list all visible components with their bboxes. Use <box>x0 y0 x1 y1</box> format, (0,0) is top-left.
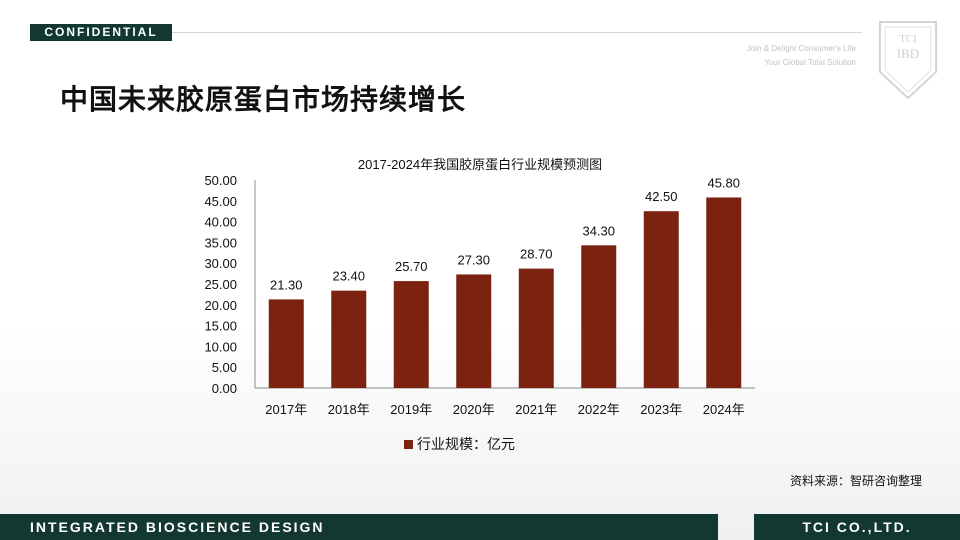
x-tick-label: 2017年 <box>265 402 307 417</box>
y-tick-label: 40.00 <box>204 215 237 230</box>
bar <box>268 299 304 388</box>
tagline-line-1: Join & Delight Consumer's Life <box>746 44 856 53</box>
tagline-line-2: Your Global Total Solution <box>764 58 856 67</box>
bar <box>518 268 554 388</box>
x-tick-label: 2021年 <box>515 402 557 417</box>
crest-text-2: IBD <box>897 46 919 61</box>
data-label: 21.30 <box>270 277 303 292</box>
tagline: Join & Delight Consumer's Life Your Glob… <box>656 42 856 70</box>
y-tick-label: 0.00 <box>212 381 237 396</box>
chart-title: 2017-2024年我国胶原蛋白行业规模预测图 <box>357 157 603 172</box>
bar-chart: 0.00 5.00 10.00 15.00 20.00 25.00 30.00 35.00 40… <box>204 173 755 417</box>
x-tick-label: 2020年 <box>453 402 495 417</box>
y-tick-label: 15.00 <box>204 319 237 334</box>
data-label: 28.70 <box>520 247 553 262</box>
x-tick-label: 2019年 <box>390 402 432 417</box>
y-tick-label: 10.00 <box>204 339 237 354</box>
y-tick-label: 25.00 <box>204 277 237 292</box>
x-tick-label: 2023年 <box>640 402 682 417</box>
bar <box>456 274 492 388</box>
confidential-badge: CONFIDENTIAL <box>30 24 172 41</box>
data-label: 34.30 <box>582 223 615 238</box>
bar <box>581 245 617 388</box>
data-label: 27.30 <box>457 252 490 267</box>
chart-legend: 行业规模：亿元 <box>404 434 515 454</box>
y-tick-label: 20.00 <box>204 298 237 313</box>
y-tick-label: 50.00 <box>204 173 237 188</box>
legend-swatch <box>404 439 413 449</box>
legend-label: 行业规模：亿元 <box>417 436 515 452</box>
data-label: 23.40 <box>332 269 365 284</box>
y-tick-label: 30.00 <box>204 256 237 271</box>
bar <box>393 281 429 388</box>
bar <box>643 211 679 388</box>
crest-text-1: TCI <box>899 33 917 45</box>
bar <box>706 197 742 388</box>
y-tick-label: 45.00 <box>204 194 237 209</box>
x-tick-label: 2024年 <box>703 402 745 417</box>
y-tick-label: 5.00 <box>212 360 237 375</box>
x-tick-label: 2018年 <box>328 402 370 417</box>
x-tick-label: 2022年 <box>578 402 620 417</box>
footer-company-bar: TCI CO.,LTD. <box>754 514 960 540</box>
source-note: 资料来源：智研咨询整理 <box>789 474 922 488</box>
header-divider <box>172 32 862 33</box>
bar <box>331 290 367 388</box>
tci-crest-logo: TCI IBD <box>879 21 937 100</box>
data-label: 25.70 <box>395 259 428 274</box>
data-label: 45.80 <box>707 175 740 190</box>
y-tick-label: 35.00 <box>204 235 237 250</box>
page-title: 中国未来胶原蛋白市场持续增长 <box>60 84 467 115</box>
footer-brand-bar: INTEGRATED BIOSCIENCE DESIGN <box>0 514 718 540</box>
data-label: 42.50 <box>645 189 678 204</box>
